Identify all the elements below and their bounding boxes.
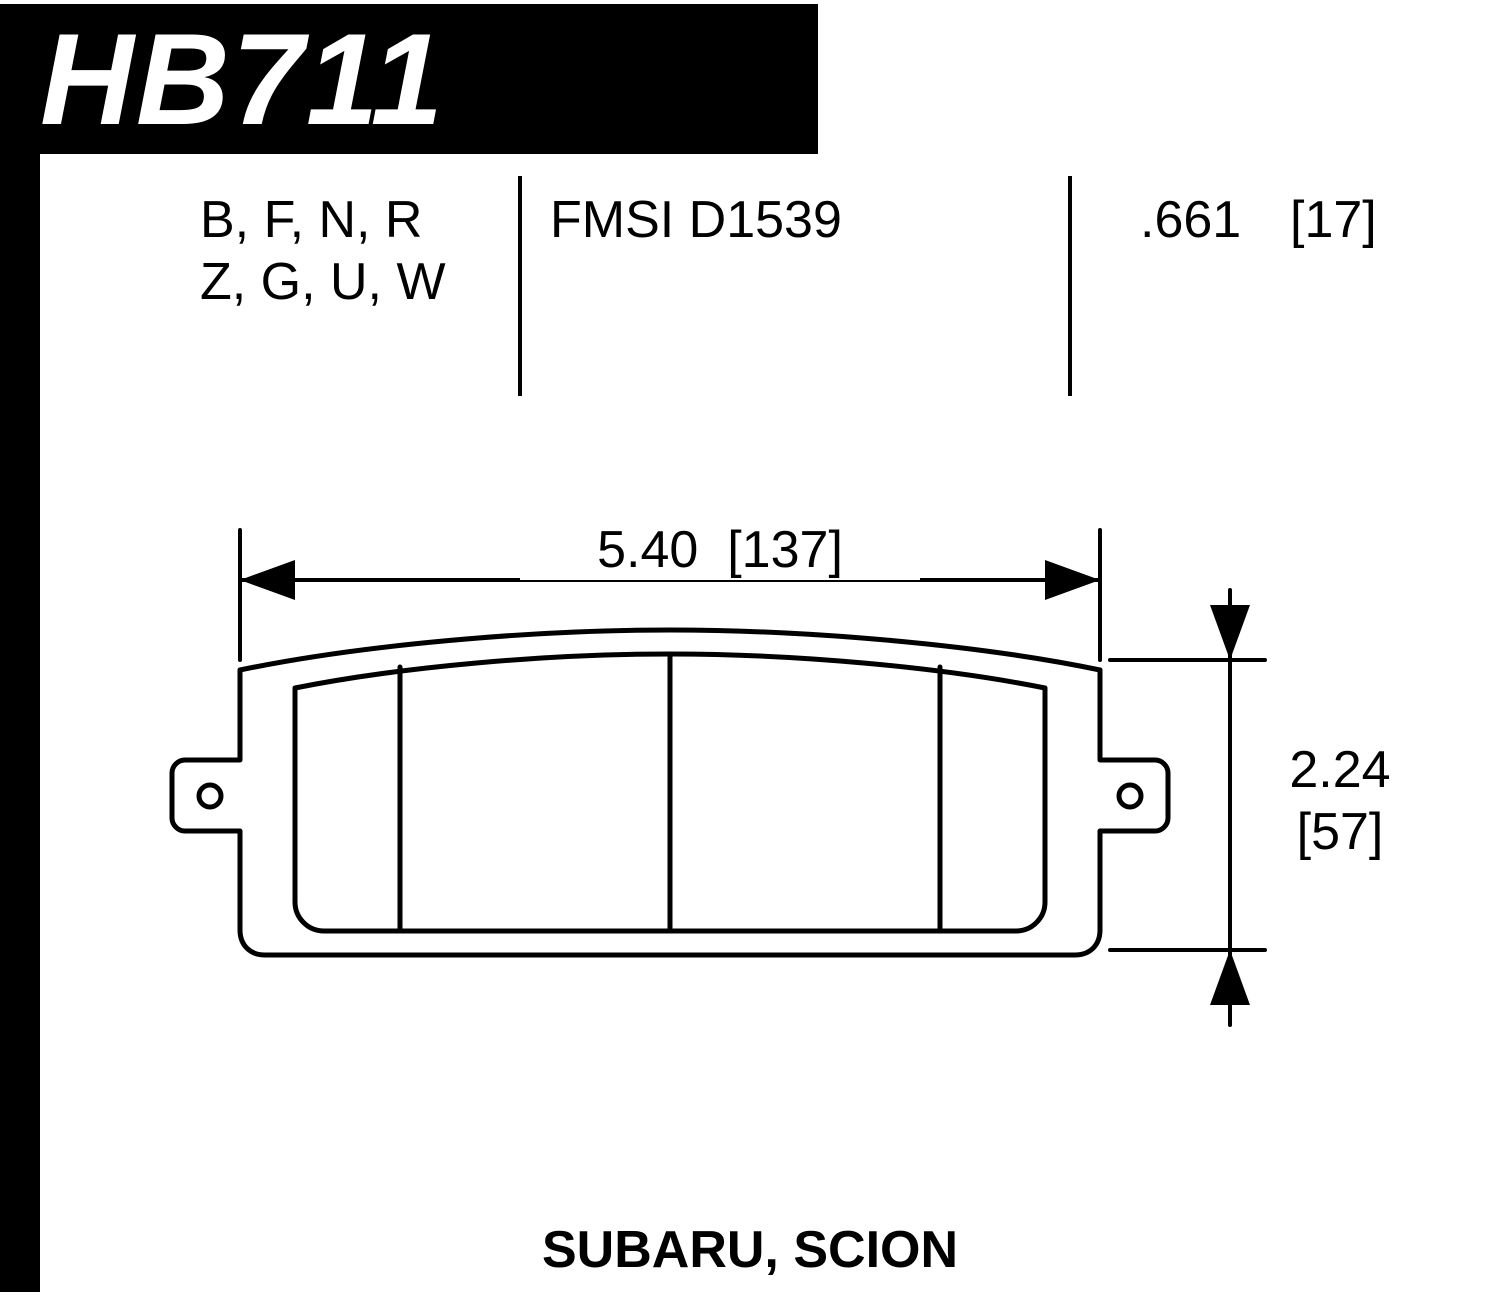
page-root: HB711 B, F, N, R Z, G, U, W FMSI D1539 .… [0, 0, 1500, 1296]
footer-applications: SUBARU, SCION [0, 1220, 1500, 1280]
spec-divider-1 [518, 176, 522, 396]
spec-divider-2 [1068, 176, 1072, 396]
fmsi-code: FMSI D1539 [550, 190, 842, 250]
compounds-line1: B, F, N, R [200, 190, 422, 250]
height-in-label: 2.24 [1270, 740, 1410, 800]
thickness-in: .661 [1140, 190, 1241, 250]
width-mm: [137] [727, 521, 843, 579]
height-mm-label: [57] [1270, 802, 1410, 862]
header-bar: HB711 [0, 4, 818, 154]
part-number: HB711 [40, 4, 445, 154]
side-bar [0, 4, 40, 1292]
compounds-line2: Z, G, U, W [200, 252, 446, 312]
thickness-mm: [17] [1290, 190, 1377, 250]
width-dimension-label: 5.40 [137] [520, 520, 920, 580]
width-in: 5.40 [597, 521, 698, 579]
